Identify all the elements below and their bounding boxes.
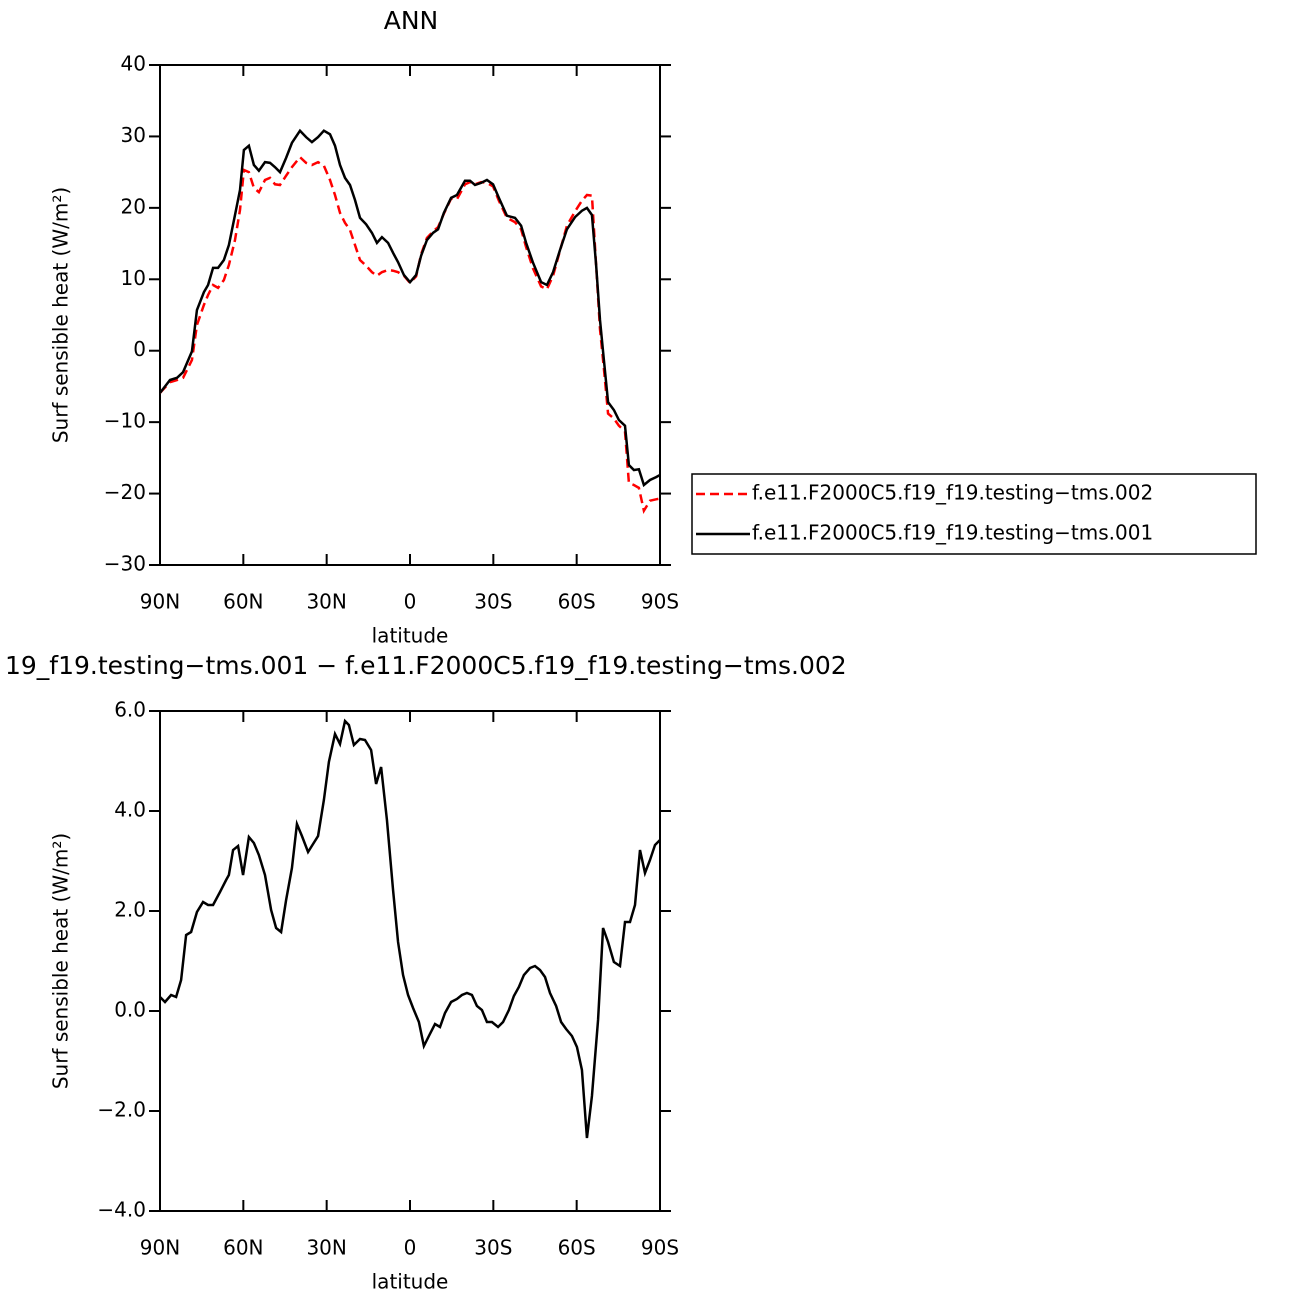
x-axis-label: latitude <box>372 1270 449 1294</box>
legend-label: f.e11.F2000C5.f19_f19.testing−tms.002 <box>752 481 1153 505</box>
legend-label: f.e11.F2000C5.f19_f19.testing−tms.001 <box>752 521 1153 545</box>
x-tick-label: 0 <box>404 1236 417 1260</box>
x-tick-label: 90S <box>641 1236 679 1260</box>
y-tick-label: 30 <box>121 123 146 147</box>
x-tick-label: 60S <box>558 1236 596 1260</box>
y-tick-label: 0 <box>133 337 146 361</box>
chart-title: ANN <box>384 6 439 35</box>
y-tick-label: 10 <box>121 266 146 290</box>
data-line <box>160 128 660 488</box>
x-tick-label: 0 <box>404 590 417 614</box>
y-tick-label: 4.0 <box>114 798 146 822</box>
x-tick-label: 60N <box>223 590 263 614</box>
y-axis-label: Surf sensible heat (W/m²) <box>49 187 73 443</box>
x-tick-label: 30N <box>306 1236 346 1260</box>
y-tick-label: −4.0 <box>97 1198 146 1222</box>
y-tick-label: 0.0 <box>114 998 146 1022</box>
x-tick-label: 90N <box>140 590 180 614</box>
legend-box <box>691 473 1257 555</box>
y-tick-label: −10 <box>104 409 146 433</box>
y-tick-label: 6.0 <box>114 698 146 722</box>
y-axis-label: Surf sensible heat (W/m²) <box>49 833 73 1089</box>
plot-frame <box>159 64 661 566</box>
x-tick-label: 30N <box>306 590 346 614</box>
x-tick-label: 60N <box>223 1236 263 1260</box>
y-tick-label: 2.0 <box>114 898 146 922</box>
y-tick-label: 40 <box>121 52 146 76</box>
x-tick-label: 30S <box>474 1236 512 1260</box>
chart-title: 19_f19.testing−tms.001 − f.e11.F2000C5.f… <box>5 651 847 680</box>
x-tick-label: 90S <box>641 590 679 614</box>
plot-frame <box>159 710 661 1212</box>
x-axis-label: latitude <box>372 624 449 648</box>
y-tick-label: 20 <box>121 194 146 218</box>
y-tick-label: −30 <box>104 552 146 576</box>
y-tick-label: −20 <box>104 480 146 504</box>
x-tick-label: 90N <box>140 1236 180 1260</box>
x-tick-label: 60S <box>558 590 596 614</box>
x-tick-label: 30S <box>474 590 512 614</box>
y-tick-label: −2.0 <box>97 1098 146 1122</box>
data-line <box>160 718 660 1139</box>
